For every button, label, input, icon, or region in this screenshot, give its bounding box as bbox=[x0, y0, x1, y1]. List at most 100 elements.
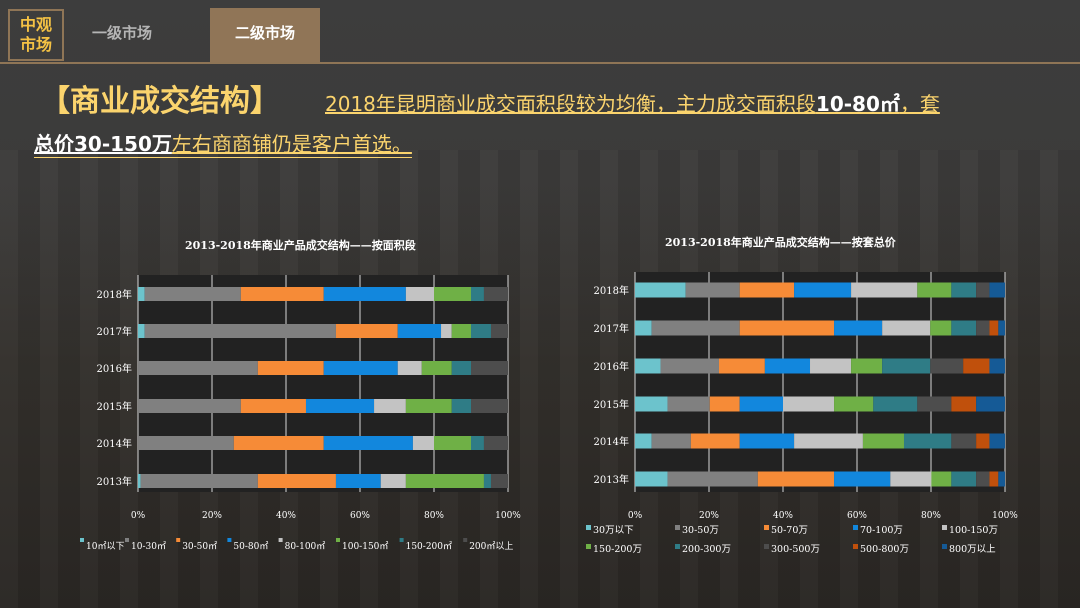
plot-area bbox=[635, 272, 1005, 492]
bar-segment bbox=[434, 436, 471, 450]
bar-segment bbox=[335, 474, 381, 488]
bar-segment bbox=[951, 282, 977, 298]
tab-secondary-market[interactable]: 二级市场 bbox=[210, 8, 320, 63]
legend-label: 30万以下 bbox=[593, 525, 634, 536]
bar-segment bbox=[471, 361, 508, 375]
header-divider bbox=[0, 62, 1080, 64]
bar-segment bbox=[794, 433, 863, 449]
legend-swatch bbox=[853, 525, 858, 530]
bar-segment bbox=[635, 282, 686, 298]
bar-segment bbox=[882, 358, 931, 374]
legend-swatch bbox=[675, 544, 680, 549]
bar-segment bbox=[490, 324, 508, 338]
bar-segment bbox=[240, 399, 306, 413]
bar-segment bbox=[989, 358, 1005, 374]
x-tick-label: 40% bbox=[773, 511, 793, 521]
bar-segment bbox=[421, 361, 452, 375]
bar-segment bbox=[989, 282, 1005, 298]
legend-swatch bbox=[227, 538, 232, 542]
bar-segment bbox=[739, 433, 795, 449]
subtitle-text: 2018年昆明商业成交面积段较为均衡，主力成交面积段 bbox=[325, 92, 816, 116]
legend-swatch bbox=[399, 538, 404, 542]
legend-swatch bbox=[278, 538, 283, 542]
legend-label: 150-200万 bbox=[593, 544, 642, 555]
y-tick-label: 2015年 bbox=[594, 398, 629, 411]
bar-segment bbox=[963, 358, 990, 374]
tab-primary-market[interactable]: 一级市场 bbox=[92, 24, 153, 42]
bar-segment bbox=[794, 282, 852, 298]
legend-swatch bbox=[336, 538, 340, 542]
bar-segment bbox=[930, 320, 952, 336]
x-tick-label: 100% bbox=[992, 511, 1018, 521]
bar-segment bbox=[810, 358, 852, 374]
bar-segment bbox=[138, 474, 141, 488]
bar-segment bbox=[976, 396, 1005, 412]
x-tick-label: 80% bbox=[424, 511, 444, 521]
legend-label: 70-100万 bbox=[860, 525, 903, 536]
legend-swatch bbox=[675, 525, 680, 530]
bar-segment bbox=[764, 358, 811, 374]
bar-segment bbox=[451, 361, 471, 375]
page-title: 【商业成交结构】 bbox=[40, 84, 280, 119]
bar-segment bbox=[397, 324, 442, 338]
legend-label: 150-200㎡ bbox=[406, 541, 452, 552]
bar-segment bbox=[739, 320, 835, 336]
bar-segment bbox=[471, 436, 484, 450]
bar-segment bbox=[976, 471, 990, 487]
bar-segment bbox=[471, 287, 484, 301]
bar-segment bbox=[718, 358, 765, 374]
bar-segment bbox=[976, 282, 990, 298]
legend-swatch bbox=[125, 538, 129, 542]
x-tick-label: 0% bbox=[628, 511, 643, 521]
bar-segment bbox=[397, 361, 422, 375]
bar-segment bbox=[890, 471, 932, 487]
bar-segment bbox=[739, 282, 795, 298]
bar-segment bbox=[138, 436, 234, 450]
bar-segment bbox=[917, 396, 952, 412]
legend-label: 30-50㎡ bbox=[182, 541, 217, 552]
logo-line-2: 市场 bbox=[19, 35, 52, 54]
legend-label: 100-150㎡ bbox=[342, 541, 388, 552]
bar-segment bbox=[783, 396, 835, 412]
legend-swatch bbox=[764, 544, 769, 549]
legend-label: 30-50万 bbox=[682, 525, 719, 536]
bar-segment bbox=[917, 282, 952, 298]
legend-swatch bbox=[463, 538, 468, 542]
bar-segment bbox=[635, 358, 661, 374]
y-tick-label: 2017年 bbox=[97, 325, 132, 338]
bar-segment bbox=[951, 396, 977, 412]
bar-segment bbox=[709, 396, 740, 412]
bar-segment bbox=[998, 471, 1005, 487]
bar-segment bbox=[323, 436, 413, 450]
bar-segment bbox=[138, 399, 241, 413]
bar-segment bbox=[138, 361, 258, 375]
subtitle-text: 左右商商铺仍是客户首选。 bbox=[171, 132, 412, 156]
y-tick-label: 2016年 bbox=[97, 362, 132, 375]
bar-segment bbox=[471, 324, 491, 338]
bar-segment bbox=[667, 396, 710, 412]
bar-segment bbox=[483, 474, 491, 488]
bar-segment bbox=[862, 433, 904, 449]
legend-swatch bbox=[764, 525, 769, 530]
bar-segment bbox=[989, 320, 999, 336]
bar-segment bbox=[380, 474, 406, 488]
legend-label: 50-70万 bbox=[771, 525, 808, 536]
bar-segment bbox=[257, 474, 336, 488]
legend-label: 500-800万 bbox=[860, 544, 909, 555]
x-tick-label: 100% bbox=[495, 511, 521, 521]
bar-segment bbox=[257, 361, 324, 375]
bar-segment bbox=[144, 324, 336, 338]
y-tick-label: 2016年 bbox=[594, 360, 629, 373]
bar-segment bbox=[951, 433, 977, 449]
bar-segment bbox=[651, 433, 691, 449]
y-tick-label: 2014年 bbox=[594, 435, 629, 448]
x-tick-label: 0% bbox=[131, 511, 146, 521]
subtitle-text: ，套 bbox=[899, 92, 940, 116]
legend-label: 80-100㎡ bbox=[285, 541, 326, 552]
legend-label: 100-150万 bbox=[949, 525, 998, 536]
y-tick-label: 2013年 bbox=[97, 475, 132, 488]
subtitle-line-1: 2018年昆明商业成交面积段较为均衡，主力成交面积段10-80㎡，套 bbox=[325, 88, 940, 117]
x-tick-label: 60% bbox=[350, 511, 370, 521]
bar-segment bbox=[951, 320, 977, 336]
y-tick-label: 2018年 bbox=[97, 288, 132, 301]
